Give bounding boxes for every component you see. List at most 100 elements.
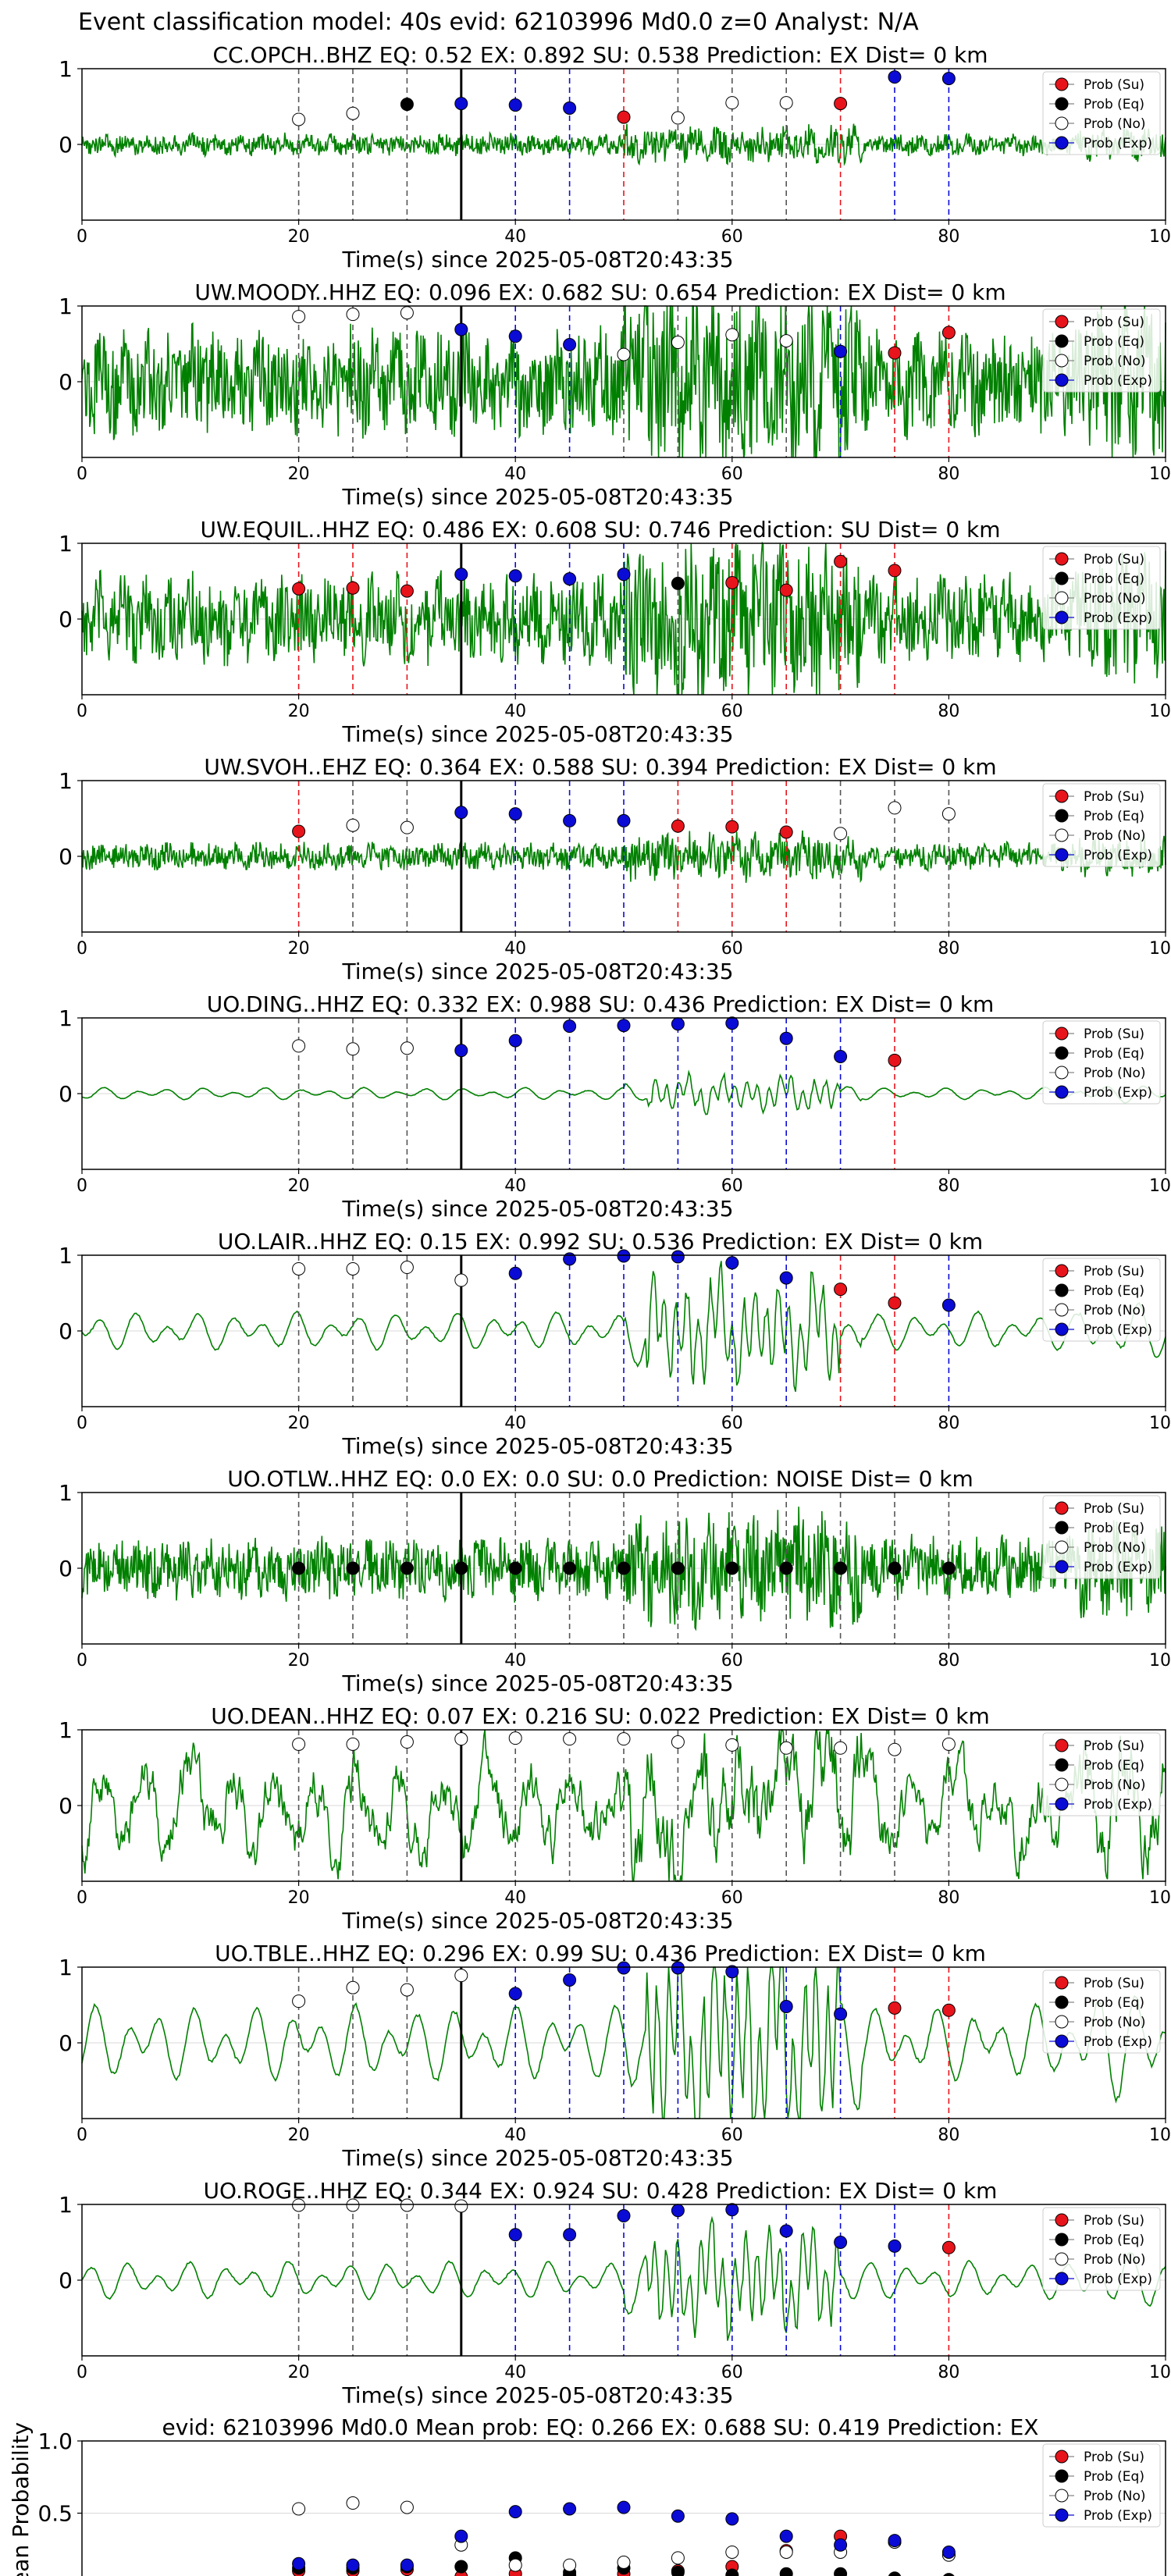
prob-point bbox=[671, 111, 685, 125]
x-axis-label: Time(s) since 2025-05-08T20:43:35 bbox=[341, 1908, 733, 1934]
y-tick-label: 1 bbox=[59, 294, 73, 319]
panel: CC.OPCH..BHZ EQ: 0.52 EX: 0.892 SU: 0.53… bbox=[59, 42, 1171, 272]
legend-label: Prob (Exp) bbox=[1084, 2508, 1152, 2524]
prob-point bbox=[941, 2240, 956, 2254]
legend-marker bbox=[1055, 2252, 1069, 2266]
panel: UO.DING..HHZ EQ: 0.332 EX: 0.988 SU: 0.4… bbox=[59, 991, 1171, 1222]
legend-label: Prob (Su) bbox=[1084, 2213, 1144, 2229]
prob-point bbox=[725, 1738, 739, 1752]
x-axis-label: Time(s) since 2025-05-08T20:43:35 bbox=[341, 1433, 733, 1459]
prob-point bbox=[346, 1042, 360, 1056]
prob-point bbox=[888, 2001, 902, 2015]
x-tick-label: 60 bbox=[721, 2363, 743, 2382]
legend-label: Prob (No) bbox=[1084, 591, 1146, 607]
legend-label: Prob (Exp) bbox=[1084, 1322, 1152, 1338]
x-tick-label: 40 bbox=[504, 1888, 526, 1908]
prob-point bbox=[346, 106, 360, 120]
prob-point bbox=[508, 1266, 522, 1280]
legend-marker bbox=[1055, 828, 1069, 842]
x-tick-label: 40 bbox=[504, 1414, 526, 1433]
x-tick-label: 40 bbox=[504, 227, 526, 247]
mean-prob-point bbox=[671, 2565, 685, 2576]
mean-prob-point bbox=[292, 2502, 306, 2516]
panel: UW.MOODY..HHZ EQ: 0.096 EX: 0.682 SU: 0.… bbox=[59, 279, 1171, 510]
prob-point bbox=[346, 1980, 360, 1994]
x-tick-label: 100 bbox=[1149, 1651, 1171, 1670]
legend-label: Prob (No) bbox=[1084, 1066, 1146, 1081]
prob-point bbox=[292, 310, 306, 324]
legend-label: Prob (Eq) bbox=[1084, 809, 1144, 824]
prob-point bbox=[834, 1283, 848, 1297]
mean-prob-point bbox=[346, 2496, 360, 2510]
prob-point bbox=[671, 1250, 685, 1264]
prob-point bbox=[346, 1261, 360, 1276]
legend: Prob (Su) Prob (Eq) Prob (No) Prob (Exp) bbox=[1042, 1258, 1161, 1342]
legend-marker bbox=[1055, 2272, 1069, 2286]
mean-prob-point bbox=[292, 2556, 306, 2571]
x-tick-label: 0 bbox=[77, 464, 87, 484]
prob-point bbox=[292, 1561, 306, 1575]
prob-point bbox=[779, 334, 793, 348]
legend-marker bbox=[1055, 848, 1069, 862]
x-tick-label: 60 bbox=[721, 1414, 743, 1433]
prob-point bbox=[617, 1732, 631, 1746]
prob-point bbox=[834, 97, 848, 111]
y-tick-label: 0.0 bbox=[37, 2573, 73, 2576]
legend-marker bbox=[1055, 1046, 1069, 1060]
prob-point bbox=[834, 1561, 848, 1575]
legend-marker bbox=[1055, 1976, 1069, 1990]
x-tick-label: 80 bbox=[938, 1888, 959, 1908]
prob-point bbox=[725, 2203, 739, 2217]
panel-title: UO.TBLE..HHZ EQ: 0.296 EX: 0.99 SU: 0.43… bbox=[215, 1941, 986, 1966]
panel-title: CC.OPCH..BHZ EQ: 0.52 EX: 0.892 SU: 0.53… bbox=[212, 42, 988, 68]
legend-label: Prob (No) bbox=[1084, 1777, 1146, 1793]
legend-marker bbox=[1055, 1995, 1069, 2009]
prob-point bbox=[779, 1271, 793, 1285]
prob-point bbox=[671, 1735, 685, 1749]
legend-label: Prob (No) bbox=[1084, 116, 1146, 132]
legend-label: Prob (Eq) bbox=[1084, 334, 1144, 350]
y-tick-label: 1 bbox=[59, 1005, 73, 1031]
prob-point bbox=[508, 807, 522, 821]
x-tick-label: 60 bbox=[721, 227, 743, 247]
prob-point bbox=[617, 1249, 631, 1263]
x-tick-label: 80 bbox=[938, 1176, 959, 1196]
prob-point bbox=[292, 112, 306, 126]
legend-marker bbox=[1055, 1283, 1069, 1297]
legend: Prob (Su) Prob (Eq) Prob (No) Prob (Exp) bbox=[1042, 1969, 1161, 2054]
legend-marker bbox=[1055, 2489, 1069, 2503]
y-tick-label: 1 bbox=[59, 531, 73, 557]
x-tick-label: 80 bbox=[938, 702, 959, 721]
x-tick-label: 0 bbox=[77, 2126, 87, 2145]
prob-point bbox=[563, 813, 577, 827]
prob-point bbox=[671, 1561, 685, 1575]
prob-point bbox=[563, 101, 577, 115]
legend-marker bbox=[1055, 552, 1069, 566]
mean-prob-point bbox=[508, 2505, 522, 2519]
prob-point bbox=[508, 98, 522, 112]
figure-suptitle: Event classification model: 40s evid: 62… bbox=[78, 9, 919, 36]
x-tick-label: 0 bbox=[77, 1176, 87, 1196]
prob-point bbox=[400, 1735, 414, 1749]
prob-point bbox=[508, 1561, 522, 1575]
legend-box bbox=[1042, 308, 1161, 393]
prob-point bbox=[563, 572, 577, 586]
x-tick-label: 100 bbox=[1149, 227, 1171, 247]
legend-marker bbox=[1055, 2015, 1069, 2029]
prob-point bbox=[400, 584, 414, 598]
panel: UW.EQUIL..HHZ EQ: 0.486 EX: 0.608 SU: 0.… bbox=[59, 517, 1171, 747]
prob-point bbox=[508, 2228, 522, 2242]
prob-point bbox=[779, 1561, 793, 1575]
prob-point bbox=[563, 2228, 577, 2242]
prob-point bbox=[888, 1561, 902, 1575]
prob-point bbox=[346, 818, 360, 832]
legend-label: Prob (Exp) bbox=[1084, 1797, 1152, 1813]
prob-point bbox=[292, 1261, 306, 1276]
y-tick-label: 0 bbox=[59, 1318, 73, 1344]
y-tick-label: 1 bbox=[59, 2192, 73, 2218]
prob-point bbox=[563, 1973, 577, 1987]
prob-point bbox=[292, 1737, 306, 1751]
y-tick-label: 0.5 bbox=[37, 2501, 73, 2527]
x-tick-label: 20 bbox=[288, 939, 310, 959]
legend-label: Prob (Exp) bbox=[1084, 610, 1152, 626]
